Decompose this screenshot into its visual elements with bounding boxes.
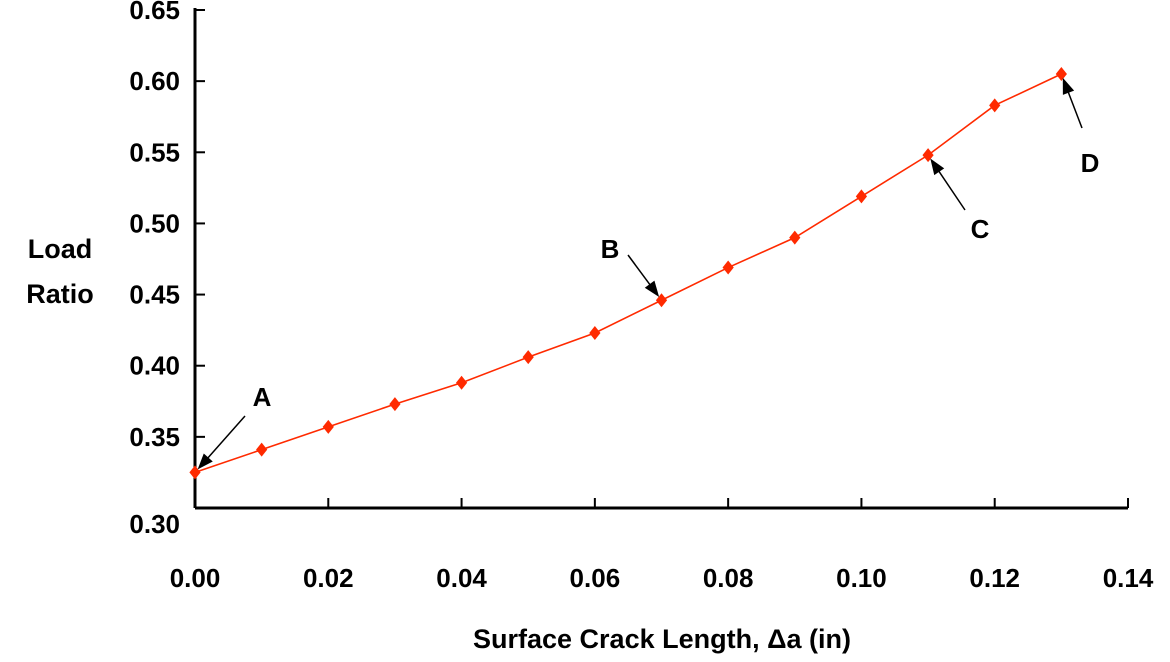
annotation-arrow-line xyxy=(205,415,246,461)
series-line xyxy=(194,73,1062,474)
y-tick-label: 0.65 xyxy=(129,0,180,25)
data-point xyxy=(989,98,1001,113)
data-point xyxy=(322,419,334,434)
y-tick-label: 0.30 xyxy=(129,509,180,539)
annotation-arrowhead xyxy=(1062,77,1075,95)
axes xyxy=(193,8,1128,510)
annotation-arrow-line xyxy=(936,167,966,211)
y-tick-label: 0.60 xyxy=(129,66,180,96)
data-point xyxy=(455,375,468,390)
annotation-arrow-line xyxy=(627,254,653,288)
annotation-arrowhead xyxy=(644,280,660,298)
y-tick-label: 0.40 xyxy=(129,351,180,381)
annotation-arrowhead xyxy=(930,158,945,176)
y-axis-ticks: 0.30 0.35 0.40 0.45 0.50 0.55 0.60 0.65 xyxy=(129,0,205,539)
x-tick-label: 0.08 xyxy=(703,563,754,593)
y-tick-label: 0.45 xyxy=(129,280,180,310)
y-tick-label: 0.35 xyxy=(129,422,180,452)
data-points xyxy=(189,67,1067,480)
data-point xyxy=(1055,67,1067,82)
data-point xyxy=(389,397,401,412)
data-point xyxy=(855,189,868,204)
annotation-label-d: D xyxy=(1081,148,1100,178)
data-point xyxy=(522,350,534,365)
data-point xyxy=(922,148,934,163)
x-axis-ticks: 0.00 0.02 0.04 0.06 0.08 0.10 0.12 0.14 xyxy=(170,498,1154,593)
x-tick-label: 0.04 xyxy=(436,563,487,593)
x-tick-label: 0.00 xyxy=(170,563,221,593)
annotation-arrowhead xyxy=(197,453,213,470)
y-tick-label: 0.50 xyxy=(129,208,180,238)
annotations: A B C D xyxy=(197,77,1100,470)
x-tick-label: 0.10 xyxy=(836,563,887,593)
data-point xyxy=(789,230,801,245)
y-tick-label: 0.55 xyxy=(129,137,180,167)
data-point xyxy=(189,465,201,480)
x-axis-label: Surface Crack Length, Δa (in) xyxy=(473,624,851,654)
x-tick-label: 0.12 xyxy=(969,563,1020,593)
annotation-arrow-line xyxy=(1066,88,1083,129)
y-axis-label-line-1: Load xyxy=(28,234,93,264)
series-polyline xyxy=(194,73,1062,474)
annotation-label-c: C xyxy=(971,214,990,244)
y-axis-label-line-2: Ratio xyxy=(26,279,94,309)
data-point xyxy=(722,260,734,275)
x-tick-label: 0.02 xyxy=(303,563,354,593)
x-tick-label: 0.06 xyxy=(570,563,621,593)
annotation-label-b: B xyxy=(601,234,620,264)
data-point xyxy=(256,442,268,457)
annotation-label-a: A xyxy=(253,382,272,412)
x-tick-label: 0.14 xyxy=(1103,563,1154,593)
data-point xyxy=(589,325,601,340)
